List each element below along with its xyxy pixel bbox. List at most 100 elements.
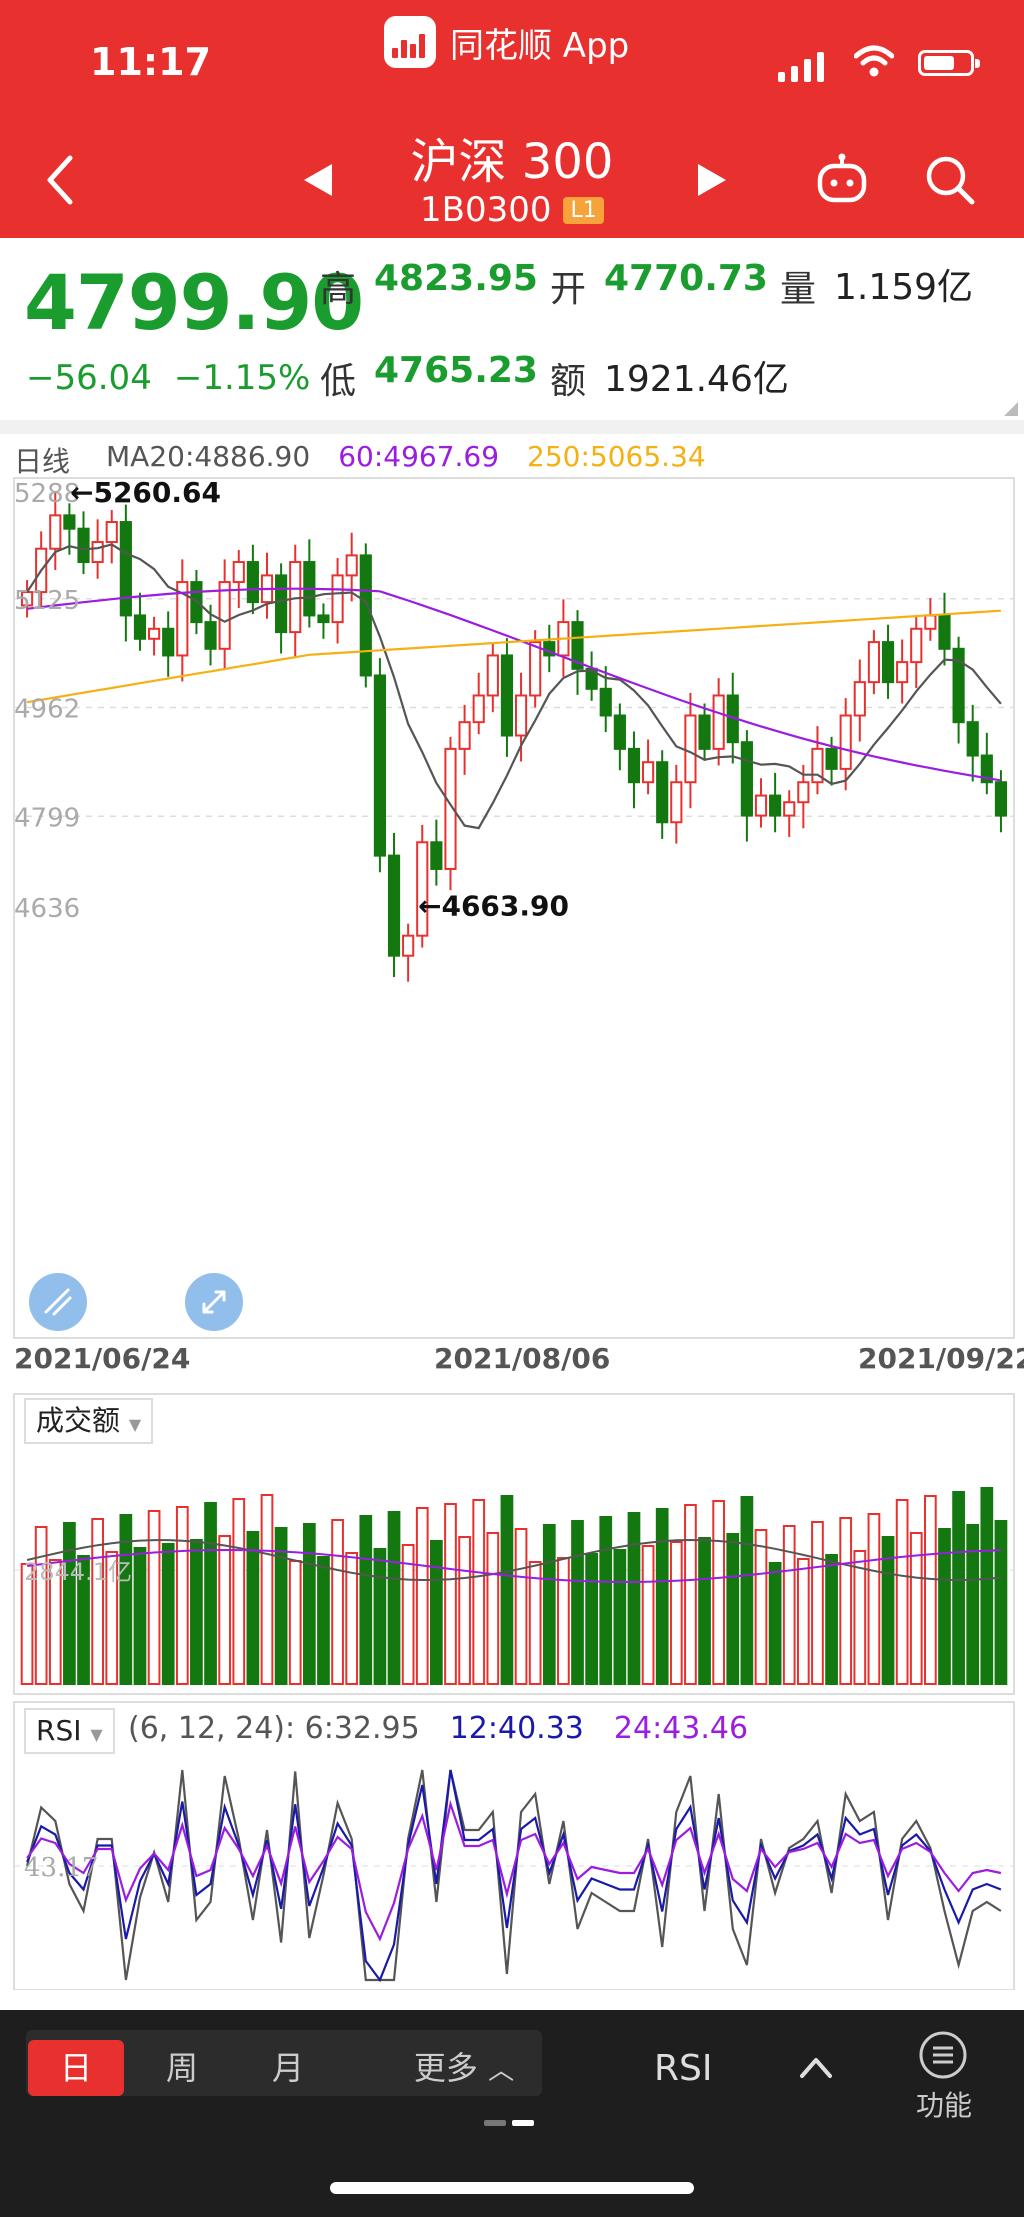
candle-body [176, 581, 189, 657]
page-indicator [484, 2120, 534, 2126]
ma250-value: 250:5065.34 [527, 440, 706, 473]
volume-bar [966, 1524, 980, 1685]
robot-assistant-icon[interactable] [814, 152, 870, 208]
volume-bar [782, 1525, 796, 1685]
rsi12-value: 12:40.33 [449, 1711, 584, 1746]
volume-ma10-line [26, 1548, 1001, 1583]
candle-body [698, 714, 711, 750]
more-label: 更多 [413, 2049, 478, 2087]
chevron-up-icon: ︿ [488, 2056, 515, 2086]
rsi24-value: 24:43.46 [613, 1711, 749, 1746]
volume-bar [655, 1508, 669, 1685]
next-stock-icon[interactable] [694, 160, 730, 200]
rsi-level-label: 43.17 [24, 1853, 98, 1883]
volume-bar [768, 1562, 782, 1685]
volume-bar [867, 1513, 881, 1685]
back-icon[interactable] [40, 150, 80, 210]
volume-bar [204, 1502, 217, 1685]
candle-body [585, 667, 598, 690]
volume-bar [486, 1532, 500, 1685]
search-icon[interactable] [922, 152, 978, 208]
volume-bar [613, 1549, 627, 1685]
volume-bar [980, 1487, 994, 1685]
rsi-indicator-select[interactable]: RSI ▼ [24, 1708, 115, 1754]
dropdown-icon: ▼ [90, 1725, 103, 1744]
change-percent: −1.15% [173, 358, 311, 398]
candle-body [63, 514, 76, 530]
more-periods-button[interactable]: 更多 ︿ [394, 2040, 534, 2096]
candle-body [966, 721, 979, 757]
volume-ma5-line [26, 1538, 1001, 1582]
expand-corner-icon[interactable] [1004, 402, 1018, 416]
indicator-select[interactable]: RSI [654, 2048, 713, 2089]
app-logo-icon [384, 16, 436, 68]
battery-icon [918, 50, 980, 76]
candle-body [275, 574, 288, 634]
volume-bar [387, 1511, 401, 1685]
candle-body [599, 687, 612, 717]
app-switcher[interactable]: 同花顺 App [384, 16, 629, 68]
signal-icon [778, 48, 824, 82]
volume-bar [641, 1545, 655, 1685]
candle-body [387, 854, 401, 957]
previous-stock-icon[interactable] [300, 160, 336, 200]
volume-bar [444, 1503, 457, 1685]
price-tick-label: 4636 [14, 894, 80, 924]
ma60-line [26, 587, 1002, 782]
candle-body [49, 514, 62, 550]
ma-legend: 日线 MA20:4886.90 60:4967.69 250:5065.34 [14, 440, 706, 480]
section-divider [0, 420, 1024, 434]
period-label: 日线 [14, 445, 71, 478]
kline-chart[interactable]: 5288 5125 4962 4799 4636 ←5260.64 ←4663.90 2844… [0, 470, 1024, 1990]
candle-body [994, 781, 1008, 817]
chevron-up-icon[interactable] [796, 2052, 836, 2082]
candle-body [867, 641, 880, 684]
volume-bar [796, 1558, 810, 1685]
tab-day[interactable]: 日 [28, 2040, 124, 2096]
volume-bar [712, 1500, 726, 1685]
rsi24-line [26, 1799, 1002, 1942]
candle-body [670, 781, 683, 824]
volume-indicator-select[interactable]: 成交额 ▼ [24, 1398, 154, 1444]
candle-body [232, 561, 245, 584]
dropdown-icon: ▼ [128, 1415, 142, 1434]
volume-bar [684, 1504, 697, 1685]
volume-bar [302, 1523, 316, 1685]
candle-body [839, 714, 852, 770]
candle-body [444, 747, 457, 870]
price-change: −56.04 −1.15% [26, 358, 310, 398]
volume-bar [430, 1540, 443, 1685]
rsi12-line [26, 1769, 1002, 1983]
candle-body [613, 714, 626, 750]
volume-bar [514, 1528, 528, 1685]
tab-month[interactable]: 月 [271, 2049, 304, 2087]
candle-body [148, 627, 161, 640]
function-menu-icon[interactable] [918, 2030, 968, 2080]
candle-body [754, 794, 768, 817]
fullscreen-icon[interactable] [184, 1272, 244, 1332]
candle-body [458, 721, 471, 750]
chart-tool-icon[interactable] [28, 1272, 88, 1332]
candle-body [910, 627, 923, 664]
volume-bar [811, 1521, 824, 1685]
volume-bar [119, 1514, 133, 1685]
volume-bar [571, 1520, 584, 1685]
volume-bar [91, 1518, 104, 1685]
candle-body [529, 641, 542, 697]
date-end: 2021/09/22 [858, 1342, 1024, 1375]
change-value: −56.04 [26, 358, 152, 398]
volume-bar [557, 1557, 570, 1685]
volume-bar [260, 1494, 274, 1685]
price-tick-label: 5288 [14, 479, 80, 509]
tab-week[interactable]: 周 [165, 2049, 198, 2087]
amount-label: 额 [550, 361, 587, 402]
candle-body [373, 674, 386, 857]
volume-bar [740, 1496, 754, 1685]
volume-bar [20, 1563, 34, 1685]
candle-body [627, 747, 641, 784]
volume-bar [500, 1495, 514, 1685]
candle-body [91, 541, 104, 564]
volume-bar [147, 1510, 161, 1685]
volume-bar [77, 1555, 90, 1685]
candle-body [105, 521, 118, 544]
